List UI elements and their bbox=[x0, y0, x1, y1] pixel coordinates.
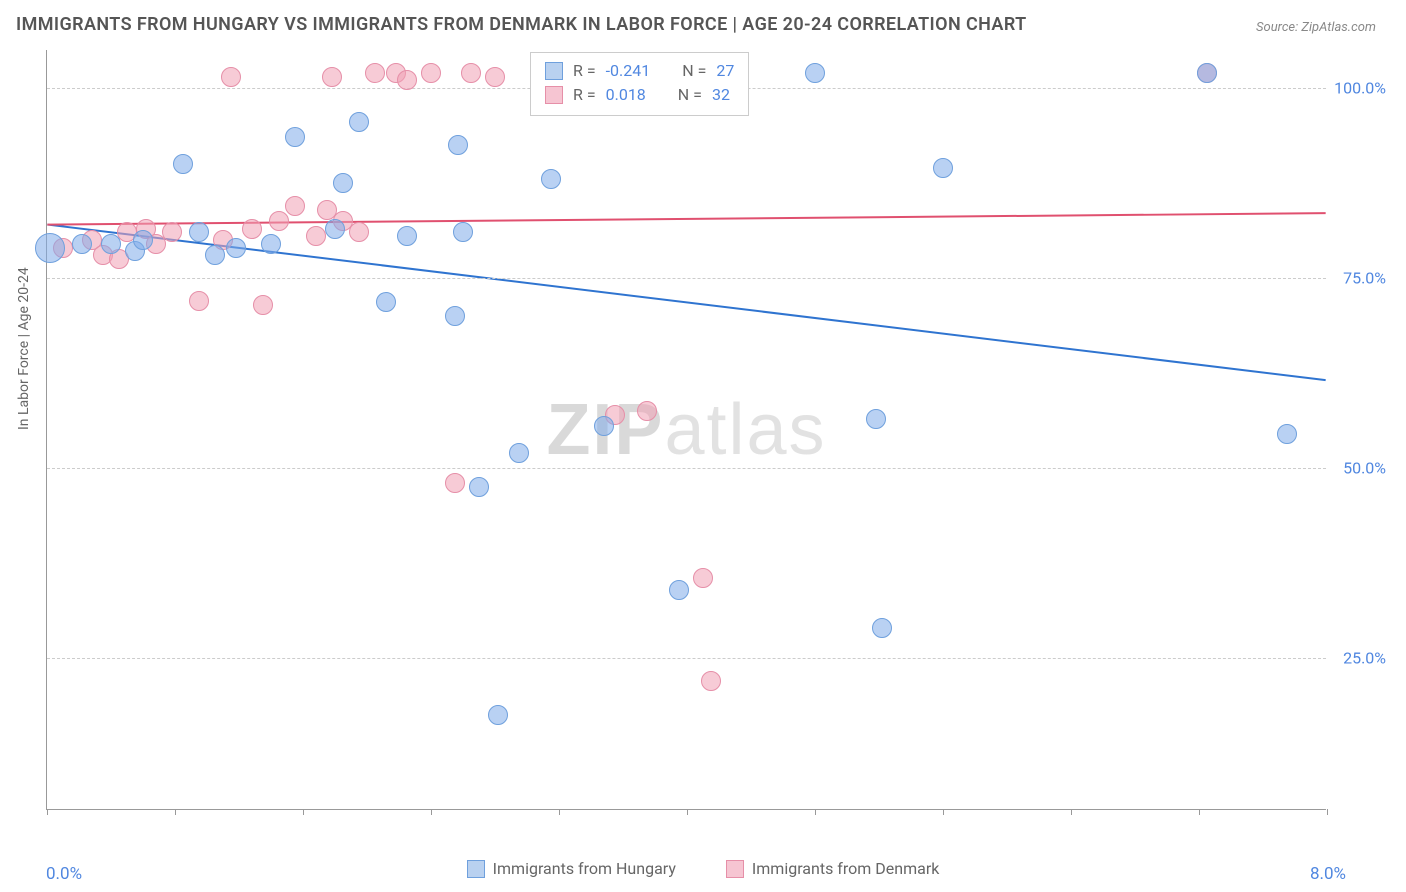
scatter-point bbox=[637, 401, 657, 421]
scatter-point bbox=[933, 158, 953, 178]
legend-item: Immigrants from Hungary bbox=[467, 859, 676, 878]
stats-n-label: N = bbox=[678, 83, 702, 107]
x-tick bbox=[1071, 809, 1072, 815]
stats-r-label: R = bbox=[573, 83, 596, 107]
scatter-point bbox=[349, 112, 369, 132]
gridline-h bbox=[47, 468, 1326, 469]
scatter-point bbox=[866, 409, 886, 429]
scatter-point bbox=[1197, 63, 1217, 83]
stats-n-value: 32 bbox=[712, 83, 730, 107]
scatter-point bbox=[101, 234, 121, 254]
x-tick bbox=[943, 809, 944, 815]
scatter-point bbox=[461, 63, 481, 83]
scatter-point bbox=[669, 580, 689, 600]
x-tick bbox=[303, 809, 304, 815]
scatter-point bbox=[285, 127, 305, 147]
gridline-h bbox=[47, 278, 1326, 279]
scatter-point bbox=[376, 292, 396, 312]
scatter-point bbox=[253, 295, 273, 315]
stats-n-value: 27 bbox=[716, 59, 734, 83]
scatter-point bbox=[173, 154, 193, 174]
scatter-point bbox=[445, 306, 465, 326]
legend-item: Immigrants from Denmark bbox=[726, 859, 939, 878]
x-tick bbox=[431, 809, 432, 815]
scatter-point bbox=[448, 135, 468, 155]
legend-swatch bbox=[545, 62, 563, 80]
x-tick bbox=[815, 809, 816, 815]
scatter-point bbox=[189, 291, 209, 311]
scatter-point bbox=[221, 67, 241, 87]
bottom-legend: Immigrants from Hungary Immigrants from D… bbox=[0, 859, 1406, 878]
stats-r-value: 0.018 bbox=[606, 83, 646, 107]
x-tick bbox=[559, 809, 560, 815]
scatter-point bbox=[397, 226, 417, 246]
stats-n-label: N = bbox=[682, 59, 706, 83]
scatter-point bbox=[306, 226, 326, 246]
regression-line bbox=[47, 213, 1325, 224]
gridline-h bbox=[47, 658, 1326, 659]
scatter-point bbox=[594, 416, 614, 436]
scatter-point bbox=[325, 219, 345, 239]
scatter-point bbox=[693, 568, 713, 588]
scatter-point bbox=[285, 196, 305, 216]
plot-area: ZIPatlas bbox=[46, 50, 1326, 810]
stats-legend-box: R = -0.241 N = 27 R = 0.018 N = 32 bbox=[530, 52, 749, 116]
y-axis-label: In Labor Force | Age 20-24 bbox=[16, 267, 32, 430]
scatter-point bbox=[541, 169, 561, 189]
x-tick bbox=[1199, 809, 1200, 815]
scatter-point bbox=[349, 222, 369, 242]
source-label: Source: ZipAtlas.com bbox=[1256, 20, 1376, 35]
scatter-point bbox=[205, 245, 225, 265]
legend-swatch bbox=[467, 860, 485, 878]
x-tick bbox=[47, 809, 48, 815]
stats-r-label: R = bbox=[573, 59, 596, 83]
x-tick bbox=[687, 809, 688, 815]
scatter-point bbox=[1277, 424, 1297, 444]
scatter-point bbox=[421, 63, 441, 83]
scatter-point bbox=[261, 234, 281, 254]
y-tick-label: 75.0% bbox=[1343, 269, 1386, 288]
scatter-point bbox=[72, 234, 92, 254]
x-tick bbox=[1327, 809, 1328, 815]
stats-row: R = -0.241 N = 27 bbox=[545, 59, 734, 83]
scatter-point bbox=[333, 173, 353, 193]
legend-swatch bbox=[726, 860, 744, 878]
y-tick-label: 50.0% bbox=[1343, 459, 1386, 478]
legend-label: Immigrants from Hungary bbox=[493, 859, 676, 878]
scatter-point bbox=[133, 230, 153, 250]
chart-svg bbox=[47, 50, 1326, 809]
scatter-point bbox=[189, 222, 209, 242]
y-tick-label: 25.0% bbox=[1343, 649, 1386, 668]
scatter-point bbox=[162, 222, 182, 242]
scatter-point bbox=[322, 67, 342, 87]
scatter-point bbox=[242, 219, 262, 239]
scatter-point bbox=[488, 705, 508, 725]
scatter-point bbox=[453, 222, 473, 242]
scatter-point bbox=[485, 67, 505, 87]
scatter-point bbox=[397, 70, 417, 90]
scatter-point bbox=[805, 63, 825, 83]
y-tick-label: 100.0% bbox=[1334, 79, 1386, 98]
scatter-point bbox=[701, 671, 721, 691]
scatter-point bbox=[509, 443, 529, 463]
scatter-point bbox=[445, 473, 465, 493]
scatter-point bbox=[269, 211, 289, 231]
legend-label: Immigrants from Denmark bbox=[752, 859, 939, 878]
scatter-point bbox=[872, 618, 892, 638]
scatter-point bbox=[226, 238, 246, 258]
scatter-point bbox=[365, 63, 385, 83]
chart-title: IMMIGRANTS FROM HUNGARY VS IMMIGRANTS FR… bbox=[16, 14, 1027, 35]
stats-r-value: -0.241 bbox=[606, 59, 651, 83]
scatter-point bbox=[469, 477, 489, 497]
x-tick bbox=[175, 809, 176, 815]
scatter-point bbox=[35, 233, 65, 263]
legend-swatch bbox=[545, 86, 563, 104]
stats-row: R = 0.018 N = 32 bbox=[545, 83, 734, 107]
